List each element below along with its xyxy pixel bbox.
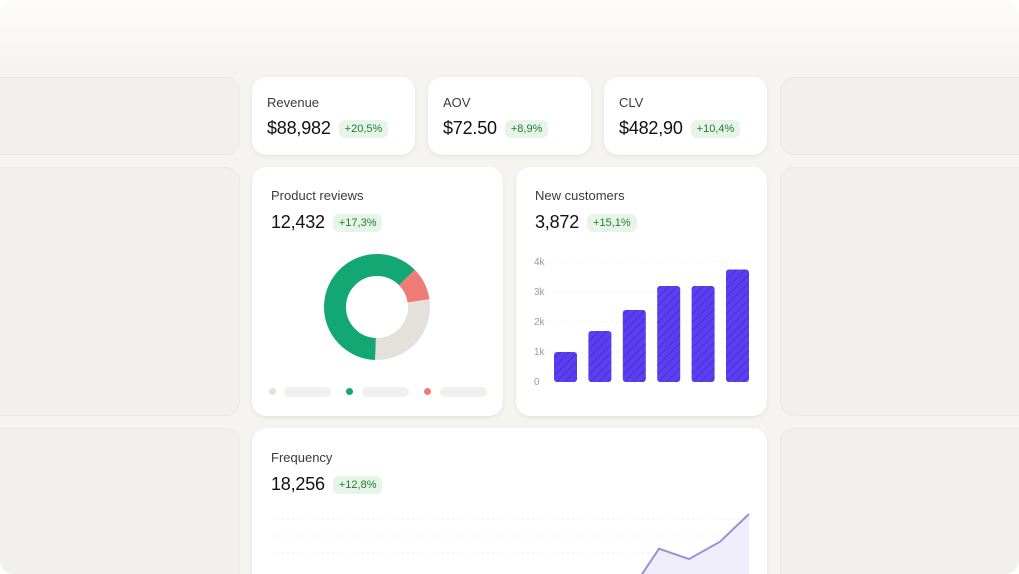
card-title: Frequency [271,450,333,465]
change-badge: +8,9% [504,119,549,138]
bar[interactable] [726,269,749,383]
card-title: Product reviews [271,188,364,203]
area-chart [272,513,750,574]
kpi-label: CLV [619,95,644,110]
card-value: 3,872 [535,212,580,232]
bar[interactable] [588,331,612,382]
product-reviews-card[interactable]: Product reviews 12,432 +17,3% [252,167,503,416]
donut-slice [324,254,430,360]
legend-placeholder [284,387,331,397]
bar[interactable] [691,286,715,382]
placeholder-tile [780,167,1019,416]
kpi-card-revenue[interactable]: Revenue $88,982 +20,5% [252,77,415,155]
kpi-card-aov[interactable]: AOV $72.50 +8,9% [428,77,591,155]
change-badge: +15,1% [587,213,637,232]
placeholder-tile [0,167,240,416]
kpi-card-clv[interactable]: CLV $482,90 +10,4% [604,77,767,155]
card-value: 18,256 [271,474,325,494]
kpi-value: $88,982 [267,118,331,138]
area-fill [642,514,749,574]
kpi-label: Revenue [267,95,320,110]
kpi-value: $482,90 [619,118,683,138]
card-title: New customers [535,188,625,203]
bar[interactable] [657,286,681,382]
frequency-card[interactable]: Frequency 18,256 +12,8% [252,428,767,574]
legend-dot-gray [269,388,276,395]
y-tick-label: 2k [534,317,546,328]
placeholder-tile [780,77,1019,155]
donut-chart [324,254,430,360]
kpi-label: AOV [443,95,471,110]
top-fade [0,0,1019,70]
area-line [640,513,750,574]
placeholder-tile [780,428,1019,574]
legend-placeholder [440,387,487,397]
legend-dot-red [424,388,431,395]
y-tick-label: 4k [534,257,546,268]
change-badge: +12,8% [332,475,383,494]
legend-placeholder [362,387,409,397]
y-tick-label: 3k [534,287,546,298]
card-value: 12,432 [271,212,325,232]
change-badge: +17,3% [332,213,383,232]
placeholder-tile [0,428,240,574]
legend-dot-green [346,388,353,395]
placeholder-tile [0,77,240,155]
y-tick-label: 1k [534,347,546,358]
new-customers-card[interactable]: New customers 3,872 +15,1% 0 1k 2k 3k 4k [516,167,767,416]
bar[interactable] [622,310,646,382]
change-badge: +20,5% [338,119,389,138]
bar-chart: 0 1k 2k 3k 4k [534,257,751,388]
bar[interactable] [554,352,577,382]
change-badge: +10,4% [690,119,741,138]
kpi-value: $72.50 [443,118,497,138]
y-tick-label: 0 [534,377,540,388]
